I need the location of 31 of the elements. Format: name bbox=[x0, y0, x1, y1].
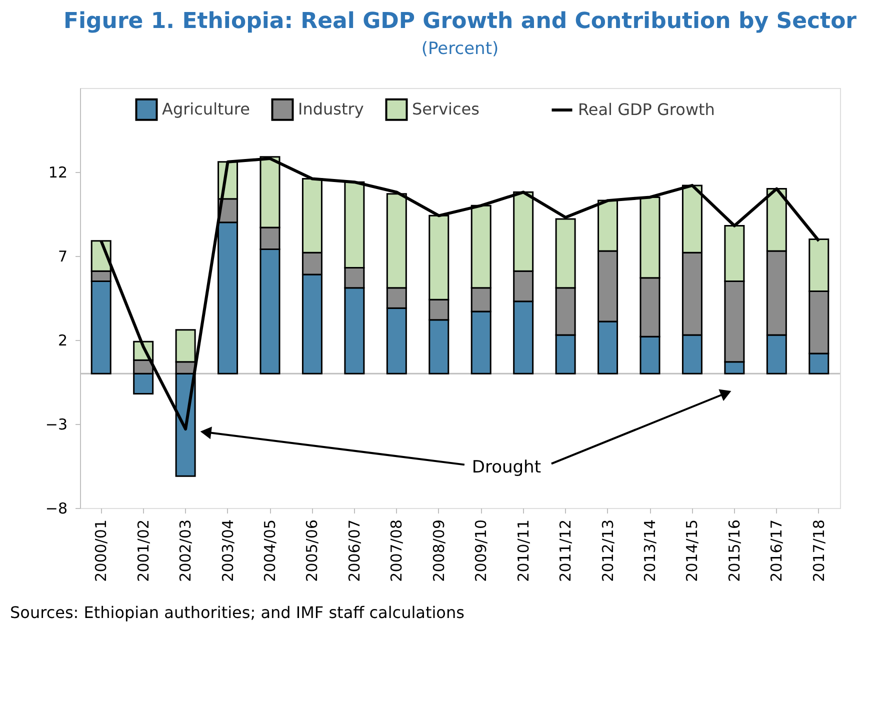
y-tick-label: 12 bbox=[48, 164, 68, 182]
y-tick-label: 7 bbox=[58, 248, 68, 266]
legend-label: Real GDP Growth bbox=[578, 100, 715, 119]
x-tick-label: 2017/18 bbox=[810, 520, 828, 582]
annotation: Drought bbox=[472, 458, 542, 478]
x-tick-label: 2004/05 bbox=[261, 520, 279, 582]
x-tick-label: 2009/10 bbox=[472, 520, 490, 582]
x-tick-label: 2006/07 bbox=[345, 520, 364, 582]
source-note: Sources: Ethiopian authorities; and IMF staff calculations bbox=[10, 603, 464, 622]
legend-label: Agriculture bbox=[162, 100, 250, 119]
y-tick-label: −3 bbox=[45, 416, 68, 434]
x-tick-label: 2016/17 bbox=[768, 520, 786, 582]
x-tick-label: 2011/12 bbox=[556, 520, 575, 582]
legend-label: Services bbox=[412, 100, 480, 119]
x-tick-label: 2007/08 bbox=[388, 520, 406, 582]
legend-label: Industry bbox=[298, 100, 364, 119]
x-tick-label: 2008/09 bbox=[430, 520, 448, 582]
x-tick-label: 2015/16 bbox=[725, 520, 744, 582]
y-tick-label: −8 bbox=[45, 500, 68, 518]
x-tick-label: 2013/14 bbox=[641, 520, 659, 582]
x-tick-label: 2000/01 bbox=[92, 520, 110, 582]
x-tick-label: 2002/03 bbox=[176, 520, 195, 582]
x-tick-label: 2012/13 bbox=[598, 520, 617, 582]
x-tick-label: 2014/15 bbox=[683, 520, 702, 582]
y-tick-label: 2 bbox=[58, 332, 68, 350]
x-tick-label: 2001/02 bbox=[134, 520, 152, 582]
chart-subtitle: (Percent) bbox=[421, 39, 499, 59]
x-tick-label: 2005/06 bbox=[303, 520, 322, 582]
x-tick-label: 2010/11 bbox=[514, 520, 532, 582]
x-tick-label: 2003/04 bbox=[218, 520, 237, 582]
chart-title: Figure 1. Ethiopia: Real GDP Growth and Contribution by Sector bbox=[63, 9, 857, 34]
